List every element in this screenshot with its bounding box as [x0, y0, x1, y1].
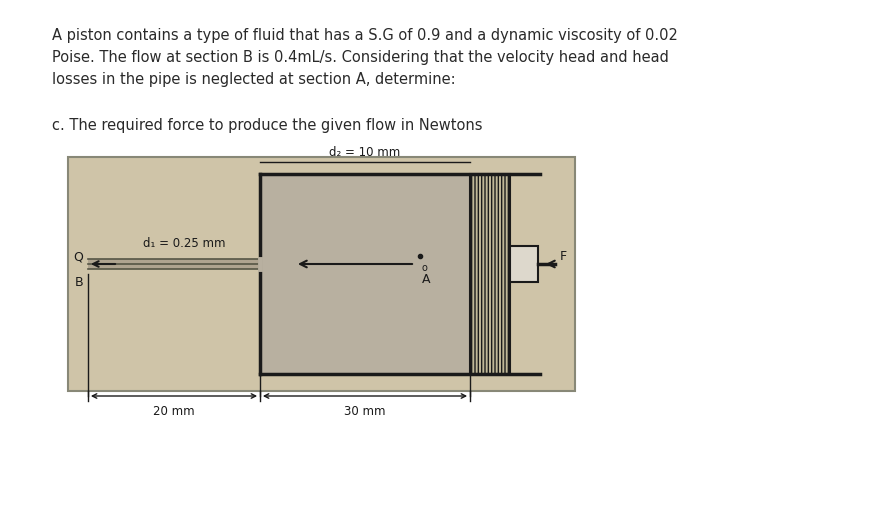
Text: F: F	[560, 250, 567, 263]
Bar	[470, 175, 510, 374]
Text: 30 mm: 30 mm	[344, 404, 386, 417]
Text: o: o	[422, 263, 428, 273]
Bar	[68, 158, 575, 391]
Text: Q: Q	[73, 250, 83, 263]
Bar	[88, 260, 260, 270]
Text: B: B	[75, 276, 83, 289]
Text: A piston contains a type of fluid that has a S.G of 0.9 and a dynamic viscosity : A piston contains a type of fluid that h…	[52, 28, 678, 87]
Text: 20 mm: 20 mm	[153, 404, 195, 417]
Bar	[260, 175, 470, 374]
Bar	[510, 246, 538, 282]
Text: c. The required force to produce the given flow in Newtons: c. The required force to produce the giv…	[52, 118, 482, 133]
Text: d₁ = 0.25 mm: d₁ = 0.25 mm	[143, 236, 225, 249]
Text: A: A	[422, 273, 430, 285]
Text: d₂ = 10 mm: d₂ = 10 mm	[329, 146, 401, 159]
